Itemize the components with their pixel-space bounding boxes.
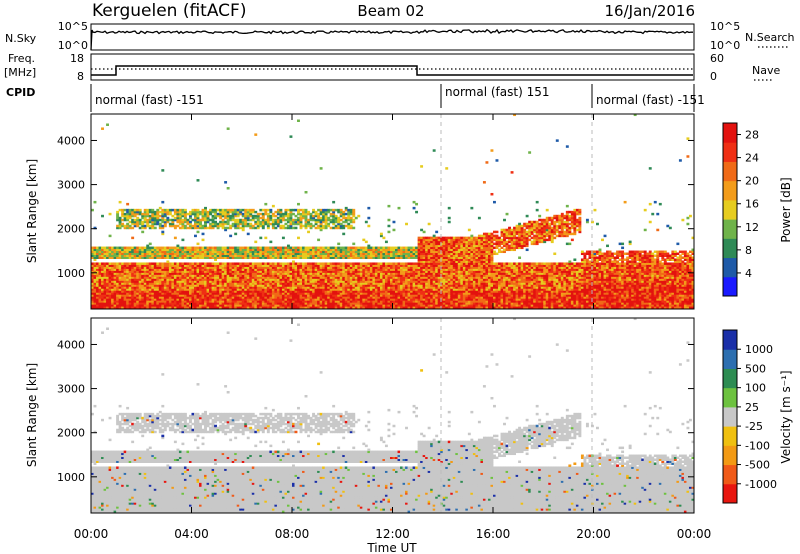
nsearch-tick-top: 10^5 <box>710 20 740 33</box>
freq-line <box>91 65 693 76</box>
power-y-tick-3000: 3000 <box>57 179 85 192</box>
velocity-colorbar-tick-6: -500 <box>745 459 770 472</box>
cpid-label: CPID <box>6 86 35 99</box>
nave-tick-bottom: 0 <box>710 70 717 83</box>
time-tick-6: 00:00 <box>677 527 712 541</box>
velocity-colorbar-tick-4: -25 <box>745 420 763 433</box>
power-colorbar-swatch-8 <box>723 123 737 143</box>
velocity-y-tick-4000: 4000 <box>57 338 85 351</box>
velocity-y-tick-3000: 3000 <box>57 383 85 396</box>
velocity-colorbar-swatch-5 <box>723 387 737 408</box>
power-y-tick-2000: 2000 <box>57 223 85 236</box>
velocity-colorbar-swatch-3 <box>723 426 737 446</box>
velocity-colorbar-label: Velocity [m s⁻¹] <box>779 370 793 463</box>
time-tick-5: 20:00 <box>576 527 611 541</box>
power-colorbar-tick-24: 24 <box>745 152 759 165</box>
velocity-colorbar-tick-5: -100 <box>745 439 770 452</box>
velocity-panel: 1000 2000 3000 4000 Slant Range [km] <box>25 317 695 514</box>
velocity-colorbar-swatch-2 <box>723 445 737 466</box>
power-colorbar-swatch-1 <box>723 257 737 278</box>
power-y-tick-4000: 4000 <box>57 134 85 147</box>
nave-tick-top: 60 <box>710 52 724 65</box>
velocity-colorbar-swatch-0 <box>723 483 737 504</box>
velocity-y-tick-1000: 1000 <box>57 471 85 484</box>
freq-panel: Freq. [MHz] 18 8 60 0 Nave <box>4 52 780 83</box>
velocity-colorbar-tick-2: 100 <box>745 382 766 395</box>
velocity-y-tick-2000: 2000 <box>57 427 85 440</box>
power-colorbar: 4 8 12 16 20 24 28 Power [dB] <box>722 122 793 297</box>
date-title: 16/Jan/2016 <box>605 2 696 20</box>
velocity-colorbar-swatch-1 <box>723 464 737 485</box>
power-colorbar-swatch-4 <box>723 199 737 220</box>
nsky-label: N.Sky <box>5 32 37 45</box>
power-ylabel: Slant Range [km] <box>25 159 39 263</box>
nsky-panel: N.Sky 10^5 10^0 10^5 10^0 N.Search <box>5 20 795 52</box>
nsearch-tick-bottom: 10^0 <box>710 39 740 52</box>
power-colorbar-swatch-3 <box>723 219 737 239</box>
freq-tick-top: 18 <box>70 52 84 65</box>
nsky-tick-bottom: 10^0 <box>58 39 88 52</box>
freq-label-1: Freq. <box>8 52 35 65</box>
nsearch-label: N.Search <box>745 31 795 44</box>
velocity-colorbar-tick-0: 1000 <box>745 343 773 356</box>
time-axis-label: Time UT <box>366 541 417 554</box>
velocity-colorbar-tick-3: 25 <box>745 401 759 414</box>
velocity-colorbar-tick-1: 500 <box>745 362 766 375</box>
power-colorbar-tick-20: 20 <box>745 175 759 188</box>
time-tick-3: 12:00 <box>375 527 410 541</box>
cpid-segment-2: normal (fast) 151 <box>445 85 549 99</box>
power-colorbar-swatch-2 <box>723 238 737 259</box>
power-colorbar-swatch-7 <box>723 142 737 162</box>
power-colorbar-swatch-0 <box>723 276 737 297</box>
power-colorbar-tick-16: 16 <box>745 198 759 211</box>
power-colorbar-tick-28: 28 <box>745 129 759 142</box>
cpid-segment-3: normal (fast) -151 <box>596 93 705 107</box>
time-tick-4: 16:00 <box>476 527 511 541</box>
power-y-tick-1000: 1000 <box>57 267 85 280</box>
time-tick-0: 00:00 <box>74 527 109 541</box>
power-colorbar-tick-8: 8 <box>745 244 752 257</box>
nave-label: Nave <box>752 64 780 77</box>
cpid-segment-1: normal (fast) -151 <box>95 93 204 107</box>
velocity-colorbar-swatch-6 <box>723 368 737 389</box>
power-colorbar-swatch-5 <box>723 180 737 201</box>
beam-title: Beam 02 <box>357 2 424 20</box>
station-title: Kerguelen (fitACF) <box>92 1 246 21</box>
power-colorbar-label: Power [dB] <box>779 177 793 242</box>
power-colorbar-tick-12: 12 <box>745 221 759 234</box>
power-colorbar-swatch-6 <box>723 161 737 182</box>
time-tick-2: 08:00 <box>275 527 310 541</box>
nsky-tick-top: 10^5 <box>58 20 88 33</box>
time-axis: 00:00 04:00 08:00 12:00 16:00 20:00 00:00 <box>74 114 712 541</box>
velocity-colorbar-swatch-8 <box>723 330 737 350</box>
velocity-colorbar: 1000 500 100 25 -25 -100 -500 -1000 Velocity [m… <box>722 329 793 504</box>
cpid-panel: CPID normal (fast) -151 normal (fast) 15… <box>6 84 705 112</box>
freq-label-2: [MHz] <box>4 66 36 79</box>
power-panel: 1000 2000 3000 4000 Slant Range [km] <box>25 113 695 310</box>
nsky-line <box>90 28 694 51</box>
velocity-colorbar-swatch-4 <box>723 406 737 427</box>
freq-tick-bottom: 8 <box>77 70 84 83</box>
velocity-ylabel: Slant Range [km] <box>25 363 39 467</box>
power-colorbar-tick-4: 4 <box>745 267 752 280</box>
velocity-colorbar-tick-7: -1000 <box>745 478 777 491</box>
time-tick-1: 04:00 <box>174 527 209 541</box>
velocity-colorbar-swatch-7 <box>723 349 737 369</box>
